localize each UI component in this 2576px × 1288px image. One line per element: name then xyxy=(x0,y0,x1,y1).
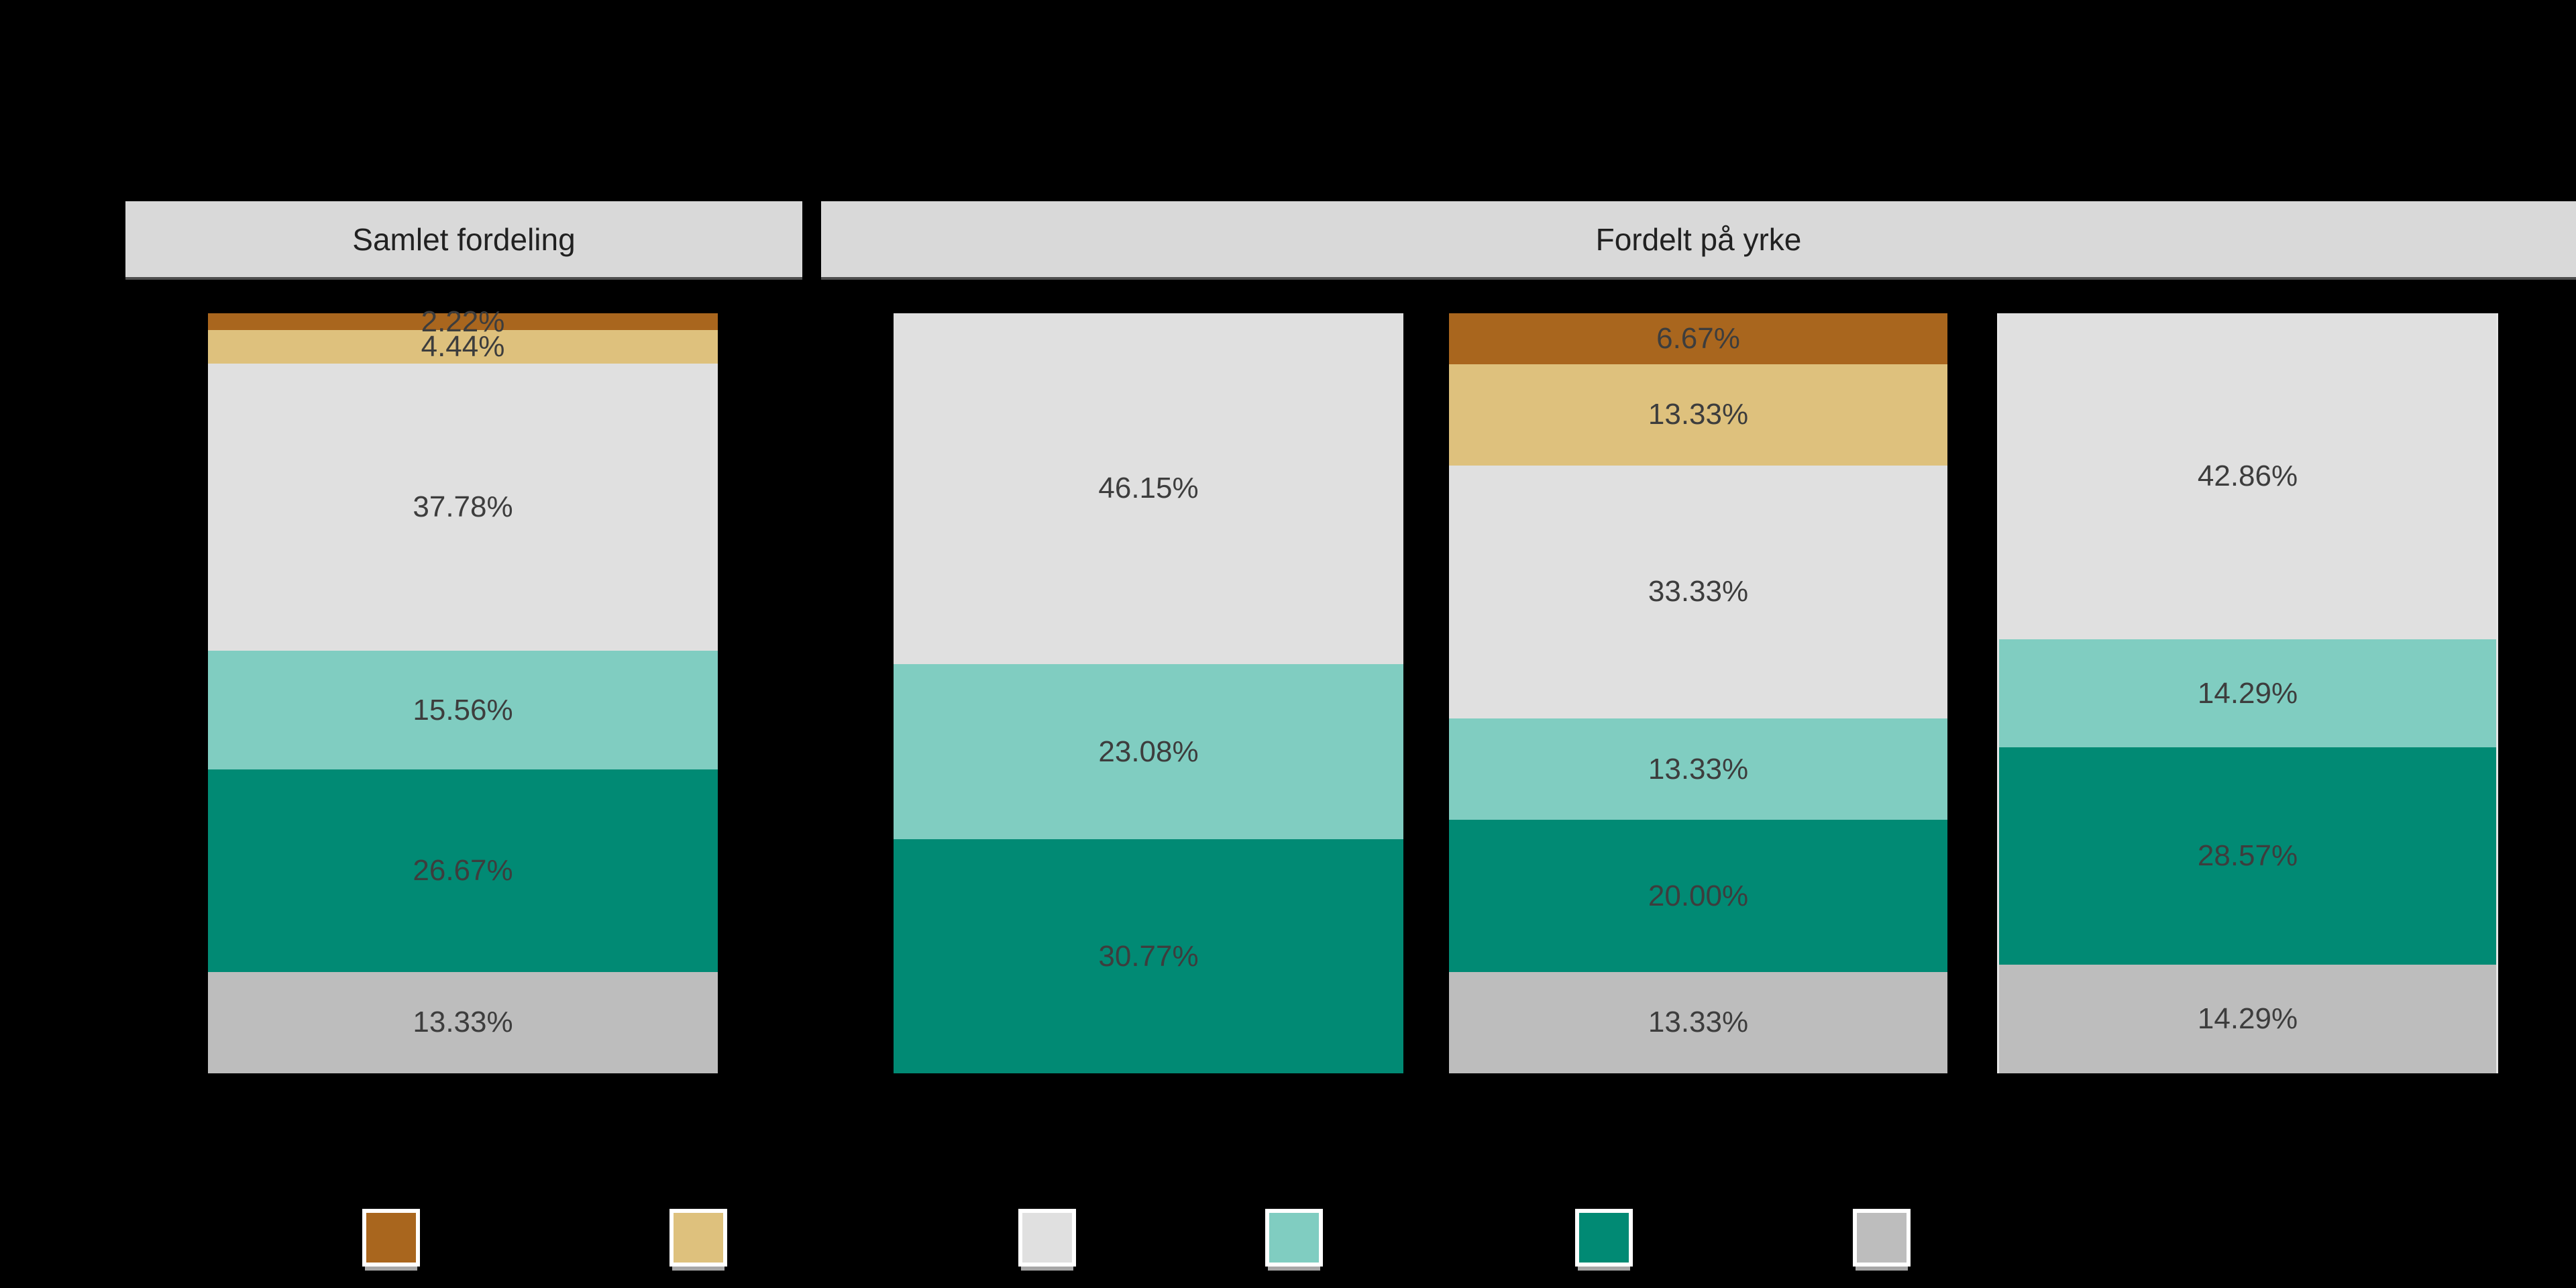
bar-segment-gray: 13.33% xyxy=(208,971,718,1073)
bar-segment-dark-teal: 26.67% xyxy=(208,769,718,972)
segment-label: 46.15% xyxy=(1098,472,1199,505)
bar-segment-gray: 14.29% xyxy=(1999,965,2496,1073)
bar-segment-gray: 13.33% xyxy=(1449,971,1947,1073)
bar-segment-light-gray: 42.86% xyxy=(1999,313,2496,639)
facet-header-label: Fordelt på yrke xyxy=(1595,221,1802,257)
segment-label: 26.67% xyxy=(413,853,513,887)
segment-label: 37.78% xyxy=(413,490,513,524)
segment-label: 14.29% xyxy=(2197,1002,2298,1036)
bar-segment-light-teal: 23.08% xyxy=(894,663,1403,840)
facet-header-fordelt-pa-yrke: Fordelt på yrke xyxy=(821,201,2576,280)
segment-label: 13.33% xyxy=(1648,752,1749,786)
segment-label: 23.08% xyxy=(1098,735,1199,768)
segment-label: 28.57% xyxy=(2197,839,2298,873)
segment-label: 13.33% xyxy=(1648,1006,1749,1039)
bar-segment-dark-teal: 30.77% xyxy=(894,839,1403,1073)
stacked-bar-1: 2.22% 4.44% 37.78% 15.56% 26.67% 13.33% xyxy=(208,307,718,1073)
legend-swatch-light-gray xyxy=(1018,1209,1076,1267)
bar-segment-tan: 13.33% xyxy=(1449,364,1947,466)
legend-swatch-tan xyxy=(669,1209,727,1267)
facet-header-samlet-fordeling: Samlet fordeling xyxy=(125,201,802,280)
bar-segment-light-gray: 46.15% xyxy=(894,313,1403,664)
segment-label: 13.33% xyxy=(413,1006,513,1039)
stacked-bar-3: 6.67% 13.33% 33.33% 13.33% 20.00% 13.33% xyxy=(1449,313,1947,1073)
bar-segment-light-gray: 37.78% xyxy=(208,364,718,651)
bar-segment-brown: 6.67% xyxy=(1449,313,1947,364)
bar-segment-light-teal: 13.33% xyxy=(1449,718,1947,820)
bar-segment-light-gray: 33.33% xyxy=(1449,465,1947,719)
bar-segment-light-teal: 15.56% xyxy=(208,651,718,769)
segment-label: 13.33% xyxy=(1648,398,1749,431)
bar-segment-light-teal: 14.29% xyxy=(1999,639,2496,748)
segment-label: 14.29% xyxy=(2197,676,2298,710)
segment-label: 2.22% xyxy=(421,305,505,338)
stacked-bar-2: 46.15% 23.08% 30.77% xyxy=(894,313,1403,1073)
legend-swatch-brown xyxy=(362,1209,420,1267)
bar-segment-dark-teal: 20.00% xyxy=(1449,820,1947,972)
segment-label: 30.77% xyxy=(1098,939,1199,973)
stacked-bar-4: 42.86% 14.29% 28.57% 14.29% xyxy=(1997,313,2498,1073)
segment-label: 6.67% xyxy=(1656,321,1740,355)
bar-segment-brown: 2.22% xyxy=(208,307,718,336)
legend-swatch-light-teal xyxy=(1265,1209,1323,1267)
segment-label: 20.00% xyxy=(1648,879,1749,912)
segment-label: 15.56% xyxy=(413,693,513,727)
legend-swatch-gray xyxy=(1853,1209,1911,1267)
legend-swatch-dark-teal xyxy=(1575,1209,1633,1267)
bar-segment-dark-teal: 28.57% xyxy=(1999,747,2496,965)
bar-segment-tan: 4.44% xyxy=(208,330,718,364)
facet-header-label: Samlet fordeling xyxy=(352,221,576,257)
segment-label: 33.33% xyxy=(1648,575,1749,608)
segment-label: 4.44% xyxy=(421,330,505,364)
segment-label: 42.86% xyxy=(2197,459,2298,492)
